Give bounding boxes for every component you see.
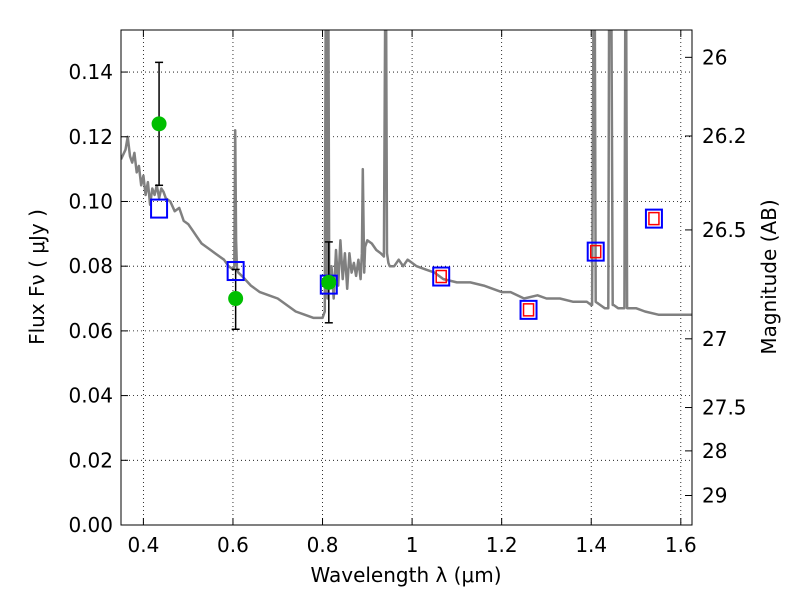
model-photometry-square (226, 261, 245, 282)
x-tick-label: 0.6 (217, 533, 249, 557)
y2-tick-label: 26.2 (702, 124, 747, 148)
y2-axis-magnitude: 26 26.2 26.5 27 27.5 28 29 (685, 45, 747, 507)
y2-tick-label: 29 (702, 483, 727, 507)
y-tick-label: 0.00 (68, 513, 113, 537)
x-axis: 0.4 0.6 0.8 1 1.2 1.4 1.6 (127, 30, 697, 557)
y-axis: 0.00 0.02 0.04 0.06 0.08 0.10 0.12 0.14 (68, 60, 128, 537)
y2-tick-label: 26 (702, 45, 727, 69)
y-tick-label: 0.14 (68, 60, 113, 84)
measured-square (522, 303, 535, 317)
observed-point (151, 116, 167, 132)
observed-point (228, 291, 244, 307)
series-layer (121, 30, 692, 320)
grid (121, 30, 692, 526)
y2-tick-label: 27.5 (702, 396, 747, 420)
y2-tick-label: 26.5 (702, 218, 747, 242)
measured-square (648, 211, 660, 226)
model-photometry-square (519, 299, 538, 320)
model-photometry-square (432, 266, 451, 287)
x-tick-label: 1.6 (665, 533, 697, 557)
plot-frame (120, 29, 693, 526)
model-photometry-square (150, 198, 169, 219)
y-tick-label: 0.08 (68, 254, 113, 278)
marker-layer (150, 61, 663, 331)
measured-square (435, 269, 447, 284)
plot-background (121, 30, 692, 525)
y2-tick-label: 28 (702, 439, 727, 463)
y-tick-label: 0.02 (68, 448, 113, 472)
y-tick-label: 0.12 (68, 125, 113, 149)
x-tick-label: 1.4 (575, 533, 607, 557)
x-tick-label: 1.2 (486, 533, 518, 557)
y2-tick-label: 27 (702, 327, 727, 351)
y-axis-label: Flux Fν ( μJy ) (25, 209, 49, 345)
y-tick-label: 0.04 (68, 384, 113, 408)
model-photometry-square (586, 241, 605, 262)
x-axis-label: Wavelength λ (μm) (310, 563, 501, 587)
model-photometry-square (644, 208, 663, 229)
x-tick-label: 1 (406, 533, 419, 557)
measured-square (589, 244, 602, 259)
y-tick-label: 0.06 (68, 319, 113, 343)
observed-point (321, 274, 337, 290)
x-tick-label: 0.4 (127, 533, 159, 557)
y-tick-label: 0.10 (68, 189, 113, 213)
y2-axis-label: Magnitude (AB) (757, 199, 781, 354)
x-tick-label: 0.8 (307, 533, 339, 557)
sed-model-line (121, 30, 692, 320)
